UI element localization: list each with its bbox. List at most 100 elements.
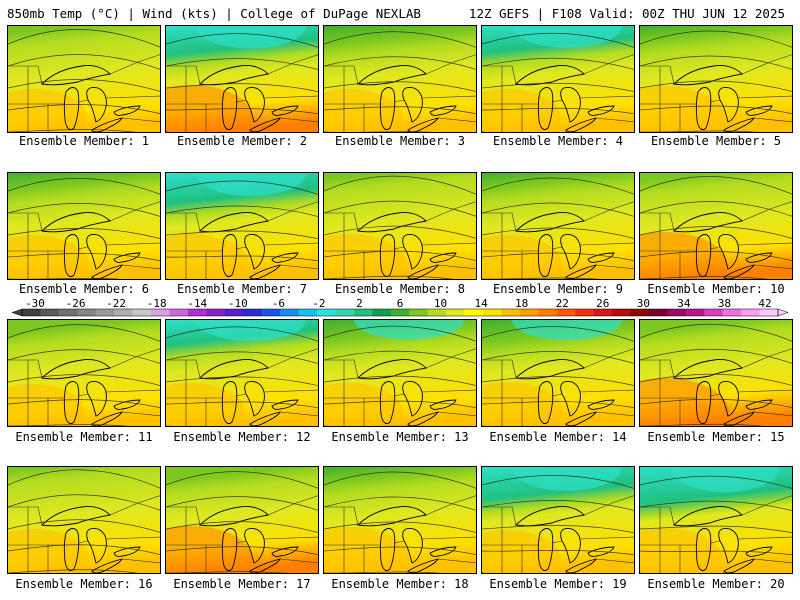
member-label: Ensemble Member: 7 — [176, 282, 308, 296]
colorbar-swatch — [409, 309, 428, 316]
cold-anomaly — [196, 26, 306, 49]
member-label: Ensemble Member: 16 — [15, 577, 153, 591]
lake-superior — [357, 359, 427, 380]
member-label: Ensemble Member: 19 — [489, 577, 627, 591]
colorbar-swatch — [427, 309, 447, 316]
colorbar-tick-label: -6 — [272, 297, 285, 310]
lake-erie — [249, 558, 281, 573]
lake-erie — [407, 264, 439, 279]
colorbar-swatch — [648, 309, 668, 316]
colorbar-swatch — [519, 309, 539, 316]
height-contour — [324, 571, 443, 573]
lake-superior — [673, 212, 743, 233]
lake-ontario — [271, 399, 299, 410]
lake-huron — [718, 381, 739, 417]
colorbar-tick-label: -26 — [66, 297, 86, 310]
ensemble-map-panel — [7, 466, 161, 574]
lake-superior — [41, 212, 111, 233]
ensemble-map-panel — [481, 466, 635, 574]
political-borders — [166, 54, 318, 132]
lake-michigan — [63, 234, 80, 278]
height-contour — [482, 475, 634, 489]
height-contour — [166, 471, 318, 489]
lake-superior — [199, 359, 269, 380]
height-contour — [324, 225, 476, 239]
lake-erie — [723, 558, 755, 573]
lake-huron — [718, 234, 739, 270]
colorbar-tick-label: 22 — [556, 297, 569, 310]
warm-anomaly — [166, 85, 253, 132]
member-label: Ensemble Member: 18 — [331, 577, 469, 591]
colorbar-swatch — [704, 309, 723, 316]
ensemble-map-panel — [323, 319, 477, 427]
political-borders — [8, 201, 160, 279]
colorbar-swatch — [58, 309, 78, 316]
height-contour — [640, 201, 792, 217]
lake-erie — [249, 264, 281, 279]
lake-superior — [41, 359, 111, 380]
colorbar-tick-label: 30 — [637, 297, 650, 310]
colorbar-swatch — [759, 309, 779, 316]
ensemble-map-panel — [165, 172, 319, 280]
colorbar-swatch — [317, 309, 336, 316]
height-contour — [166, 376, 318, 386]
lake-huron — [86, 87, 107, 123]
height-contour — [324, 81, 476, 92]
political-borders — [166, 201, 318, 279]
ensemble-map-panel — [481, 172, 635, 280]
lake-superior — [41, 506, 111, 527]
lake-michigan — [379, 381, 396, 425]
height-contour — [482, 107, 634, 115]
lake-huron — [718, 528, 739, 564]
colorbar-swatch — [685, 309, 705, 316]
colorbar-swatch — [630, 309, 650, 316]
lake-superior — [199, 506, 269, 527]
lake-superior — [673, 359, 743, 380]
lake-erie — [407, 558, 439, 573]
member-label: Ensemble Member: 17 — [173, 577, 311, 591]
ensemble-map-panel — [165, 25, 319, 133]
height-contour — [166, 255, 318, 262]
height-contour — [482, 326, 634, 342]
model-run-info: 12Z GEFS | F108 Valid: 00Z THU JUN 12 20… — [468, 6, 785, 21]
colorbar-swatch — [538, 309, 558, 316]
lake-michigan — [695, 234, 712, 278]
lake-erie — [91, 558, 123, 573]
lake-michigan — [537, 528, 554, 572]
height-contour — [8, 569, 139, 573]
member-label: Ensemble Member: 15 — [647, 430, 785, 444]
height-contour — [640, 30, 792, 48]
member-label: Ensemble Member: 1 — [18, 134, 150, 148]
ensemble-map-panel — [639, 466, 793, 574]
height-contour — [166, 58, 318, 70]
lake-huron — [244, 87, 265, 123]
height-contour — [640, 176, 792, 195]
height-contour — [482, 227, 634, 239]
lake-michigan — [221, 381, 238, 425]
colorbar-tick-label: -14 — [187, 297, 207, 310]
lake-erie — [723, 117, 755, 132]
height-contour — [324, 546, 476, 555]
warm-anomaly — [324, 234, 407, 279]
lake-ontario — [113, 399, 141, 410]
member-label: Ensemble Member: 11 — [15, 430, 153, 444]
height-contour — [324, 106, 476, 115]
colorbar-tick-label: 26 — [596, 297, 609, 310]
lake-superior — [673, 65, 743, 86]
colorbar-swatch — [95, 309, 115, 316]
colorbar-swatch — [464, 309, 484, 316]
height-contour — [640, 226, 792, 239]
lake-erie — [249, 117, 281, 132]
colorbar-tick-label: 34 — [677, 297, 691, 310]
political-borders — [8, 348, 160, 426]
lake-erie — [565, 117, 597, 132]
height-contour — [324, 375, 476, 386]
height-contour — [324, 425, 426, 426]
lake-michigan — [695, 87, 712, 131]
height-contour — [8, 324, 160, 342]
ensemble-map-panel — [165, 466, 319, 574]
ensemble-map-panel — [639, 172, 793, 280]
height-contour — [8, 104, 160, 114]
height-contour — [324, 325, 476, 342]
ensemble-map-panel — [323, 25, 477, 133]
